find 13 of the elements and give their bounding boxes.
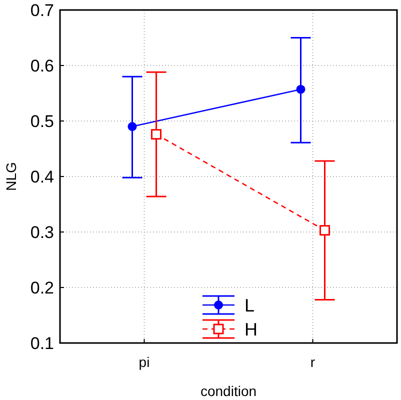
y-tick-label: 0.1 [30, 334, 54, 353]
y-axis-title: NLG [3, 162, 19, 191]
y-tick-label: 0.5 [30, 112, 54, 131]
y-tick-label: 0.6 [30, 56, 54, 76]
y-tick-label: 0.4 [30, 167, 54, 186]
x-tick-label: pi [138, 354, 150, 370]
legend-label: L [244, 295, 255, 316]
y-tick-label: 0.7 [30, 0, 54, 20]
x-tick-label: r [310, 354, 316, 370]
y-tick-label: 0.2 [30, 278, 54, 298]
x-axis-title: condition [200, 383, 257, 399]
y-tick-label: 0.3 [30, 222, 54, 242]
legend-label: H [244, 319, 258, 340]
